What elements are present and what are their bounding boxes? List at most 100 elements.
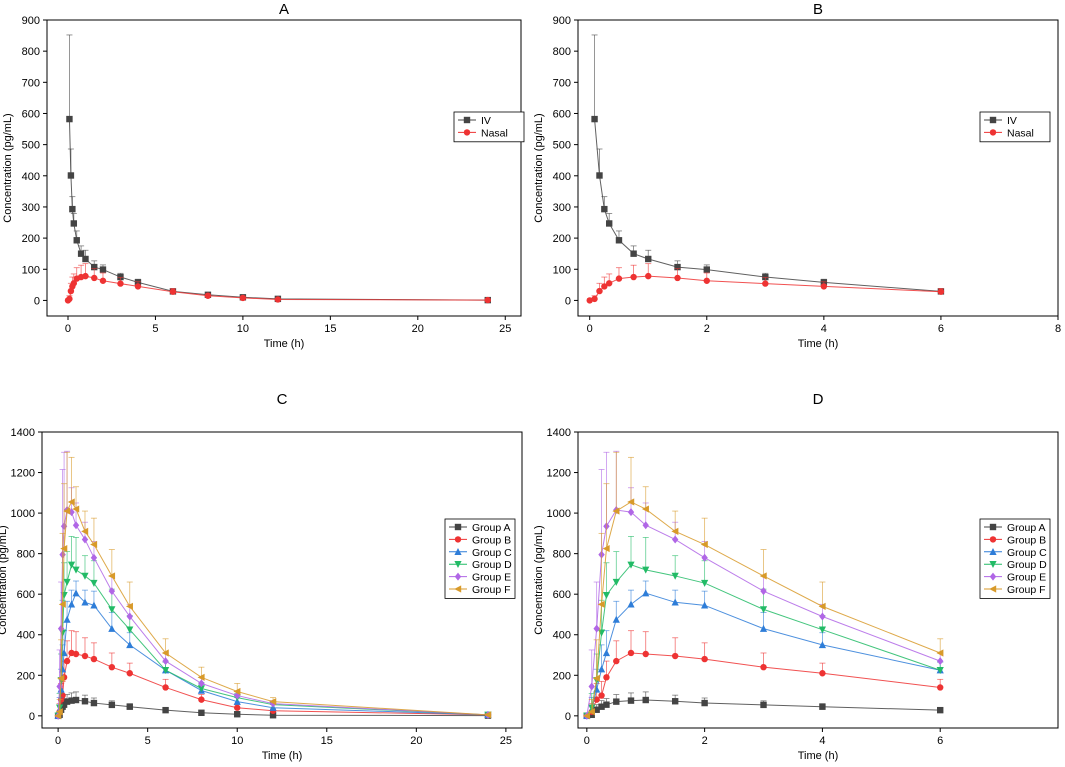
data-point <box>759 572 767 580</box>
series-line <box>68 119 488 301</box>
data-point <box>73 237 80 244</box>
legend-label: Group C <box>472 547 512 559</box>
x-axis-label: Time (h) <box>798 750 839 762</box>
y-tick-label: 1200 <box>547 468 571 480</box>
data-point <box>72 566 80 574</box>
data-point <box>169 288 177 295</box>
panel-d: D 0 2 4 6 0 200 400 600 800 1000 1200 1400 Time (h) Co… <box>533 391 1059 762</box>
data-point <box>63 615 71 623</box>
legend-label: IV <box>481 115 491 127</box>
y-tick-label: 200 <box>553 233 571 245</box>
y-tick-label: 0 <box>34 295 40 307</box>
data-point <box>630 273 637 281</box>
data-point <box>67 172 75 179</box>
y-tick-label: 0 <box>29 711 35 723</box>
y-tick-label: 600 <box>553 589 571 601</box>
y-axis-label: Concentration (pg/mL) <box>2 113 14 222</box>
x-tick-label: 25 <box>500 735 512 747</box>
data-point <box>601 205 608 213</box>
data-point <box>593 624 600 633</box>
data-point <box>126 670 133 677</box>
y-tick-label: 300 <box>22 202 40 214</box>
data-point <box>591 115 598 123</box>
data-point <box>700 540 708 549</box>
data-point <box>642 650 649 658</box>
data-point <box>627 498 635 506</box>
legend-marker <box>454 536 462 543</box>
x-tick-label: 2 <box>704 323 710 335</box>
data-point <box>588 682 595 691</box>
data-point <box>108 663 116 671</box>
data-point <box>108 701 116 709</box>
x-tick-label: 5 <box>145 735 151 747</box>
data-point <box>671 598 679 606</box>
data-point <box>674 274 681 282</box>
y-tick-label: 400 <box>553 630 571 642</box>
data-point <box>603 674 610 681</box>
data-point <box>671 698 679 705</box>
data-point <box>586 297 593 304</box>
data-point <box>615 237 623 244</box>
data-point <box>671 652 679 660</box>
panel-c: C 0 5 10 15 20 25 0 200 400 600 800 1000 1200 1400 Time… <box>0 391 523 762</box>
data-point <box>72 505 80 513</box>
panel-title: C <box>277 391 288 408</box>
legend-marker <box>463 129 471 136</box>
data-point <box>63 657 71 665</box>
data-point <box>642 521 649 530</box>
x-tick-label: 2 <box>702 735 708 747</box>
data-point <box>760 701 767 709</box>
data-point <box>63 578 71 586</box>
y-tick-label: 200 <box>17 670 35 682</box>
data-point <box>760 663 767 671</box>
data-point <box>72 521 80 530</box>
legend-marker <box>989 523 997 531</box>
data-point <box>55 708 63 716</box>
data-point <box>701 579 709 587</box>
legend-marker <box>454 572 462 581</box>
data-point <box>90 655 98 663</box>
data-point <box>593 706 600 713</box>
y-tick-label: 200 <box>553 670 571 682</box>
data-point <box>592 674 600 682</box>
data-point <box>671 572 679 580</box>
data-point <box>641 505 649 513</box>
data-point <box>234 691 241 700</box>
y-tick-label: 600 <box>553 108 571 120</box>
data-point <box>701 601 709 609</box>
y-tick-label: 800 <box>553 46 571 58</box>
data-point <box>198 709 205 716</box>
data-point <box>674 263 681 271</box>
data-point <box>820 283 828 290</box>
y-tick-label: 0 <box>565 295 571 307</box>
data-point <box>642 566 650 574</box>
plot-frame <box>41 431 523 729</box>
legend-label: Group A <box>1007 522 1046 534</box>
series-group-e <box>583 450 944 720</box>
legend-label: Group D <box>1007 559 1047 571</box>
legend-label: IV <box>1007 115 1017 127</box>
data-point <box>606 280 613 287</box>
data-point <box>90 540 98 549</box>
data-point <box>70 280 78 287</box>
data-point <box>936 667 944 675</box>
data-point <box>56 682 63 691</box>
data-point <box>60 544 68 553</box>
x-tick-label: 10 <box>231 735 243 747</box>
data-point <box>161 649 169 657</box>
data-point <box>703 266 710 273</box>
data-point <box>81 652 89 660</box>
data-point <box>606 220 613 227</box>
legend-label: Group C <box>1007 547 1047 559</box>
data-point <box>117 280 124 287</box>
y-tick-label: 1400 <box>547 427 571 439</box>
data-point <box>63 507 71 515</box>
legend-label: Group A <box>472 522 511 534</box>
data-point <box>108 624 116 632</box>
legend-marker <box>989 129 997 136</box>
data-point <box>197 685 206 693</box>
data-point <box>937 657 944 666</box>
